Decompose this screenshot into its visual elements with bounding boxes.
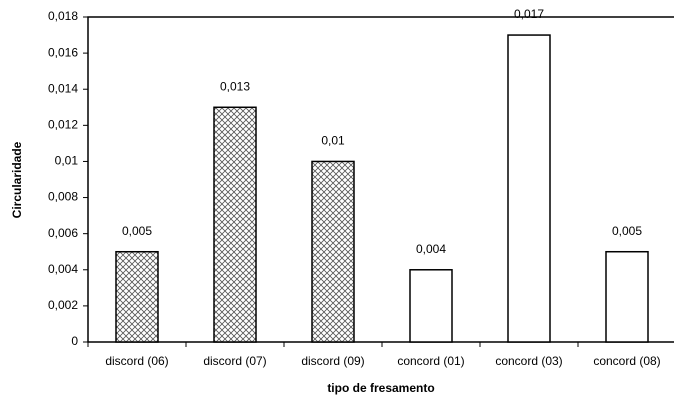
x-tick-label: concord (01) bbox=[397, 354, 464, 368]
y-tick-label: 0,002 bbox=[48, 298, 78, 312]
y-tick-label: 0,01 bbox=[55, 154, 79, 168]
bar bbox=[409, 269, 453, 343]
bar bbox=[605, 250, 649, 343]
y-tick-label: 0,018 bbox=[48, 9, 78, 23]
bar bbox=[311, 160, 355, 343]
value-label: 0,004 bbox=[416, 242, 446, 256]
y-tick-label: 0 bbox=[71, 334, 78, 348]
y-axis-title: Circularidade bbox=[10, 141, 24, 218]
value-label: 0,01 bbox=[321, 134, 345, 148]
bar bbox=[213, 106, 257, 343]
x-tick-label: concord (08) bbox=[593, 354, 660, 368]
value-label: 0,005 bbox=[612, 224, 642, 238]
y-tick-label: 0,014 bbox=[48, 81, 78, 95]
y-tick-label: 0,004 bbox=[48, 262, 78, 276]
bar bbox=[507, 34, 551, 343]
x-tick-label: concord (03) bbox=[495, 354, 562, 368]
y-tick-label: 0,012 bbox=[48, 118, 78, 132]
x-tick-label: discord (07) bbox=[203, 354, 266, 368]
y-tick-label: 0,006 bbox=[48, 226, 78, 240]
value-label: 0,013 bbox=[220, 79, 250, 93]
plot-frame bbox=[87, 16, 674, 343]
y-tick-label: 0,016 bbox=[48, 45, 78, 59]
x-tick-label: discord (09) bbox=[301, 354, 364, 368]
value-label: 0,017 bbox=[514, 7, 544, 21]
x-tick-label: discord (06) bbox=[105, 354, 168, 368]
bar bbox=[115, 250, 159, 343]
x-axis-title: tipo de fresamento bbox=[327, 381, 434, 395]
value-label: 0,005 bbox=[122, 224, 152, 238]
y-tick-label: 0,008 bbox=[48, 190, 78, 204]
